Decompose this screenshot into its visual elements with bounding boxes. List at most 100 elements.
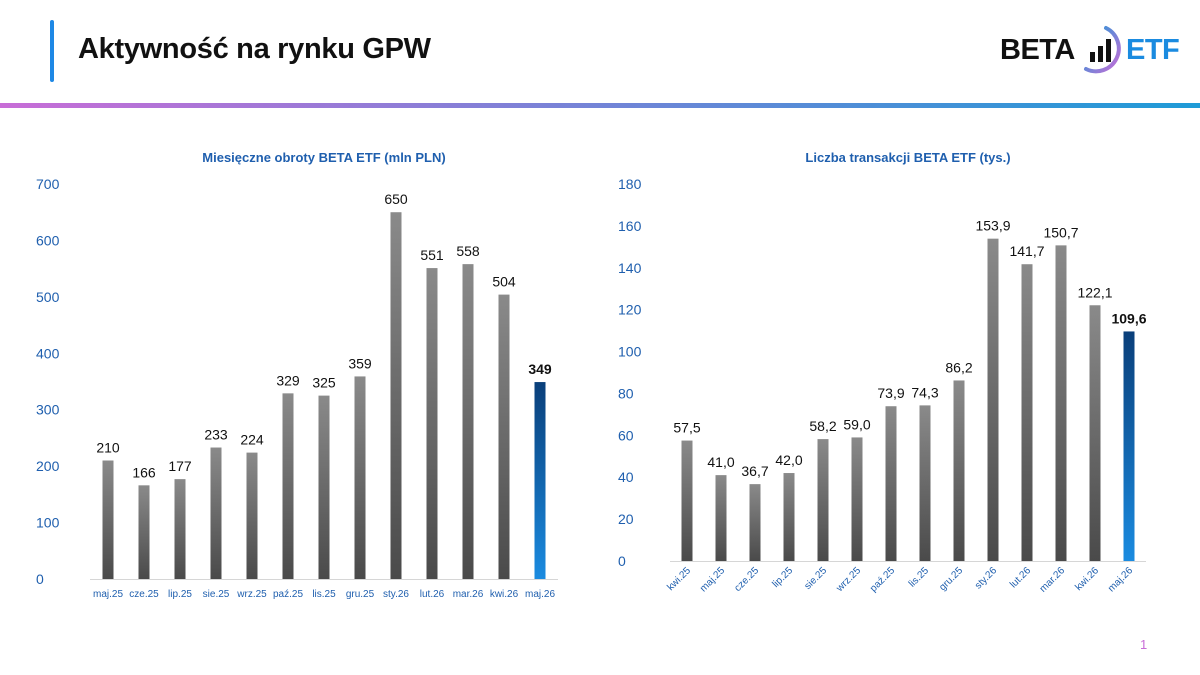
bar — [715, 475, 727, 561]
x-tick-label: paź.25 — [868, 565, 897, 594]
bar — [851, 437, 863, 561]
data-label: 210 — [96, 440, 120, 456]
y-tick-label: 300 — [36, 402, 60, 418]
bar-highlighted — [1123, 331, 1135, 561]
page-number: 1 — [1140, 637, 1148, 652]
bar — [354, 376, 366, 579]
y-tick-label: 80 — [618, 385, 634, 401]
data-label: 558 — [456, 243, 480, 259]
bar — [174, 479, 186, 579]
bar — [426, 268, 438, 579]
x-tick-label: sty.26 — [383, 589, 409, 600]
x-tick-label: mar.26 — [453, 589, 484, 600]
bar — [390, 212, 402, 579]
x-tick-label: cze.25 — [733, 565, 762, 594]
x-tick-label: maj.25 — [698, 565, 727, 594]
x-tick-label: mar.26 — [1038, 565, 1068, 595]
data-label: 57,5 — [673, 420, 700, 436]
data-label: 122,1 — [1077, 284, 1112, 300]
logo-text-etf: ETF — [1126, 34, 1180, 66]
data-label: 73,9 — [877, 385, 904, 401]
title-accent-bar — [50, 20, 54, 82]
data-label: 74,3 — [911, 384, 938, 400]
chart-title: Liczba transakcji BETA ETF (tys.) — [805, 150, 1010, 165]
y-tick-label: 60 — [618, 427, 634, 443]
bar — [817, 439, 829, 561]
header-divider — [0, 103, 1200, 108]
x-tick-label: sie.25 — [203, 589, 230, 600]
data-label: 325 — [312, 375, 336, 391]
data-label: 36,7 — [741, 463, 768, 479]
data-label: 86,2 — [945, 359, 972, 375]
x-tick-label: maj.26 — [1106, 565, 1135, 594]
x-tick-label: lip.25 — [770, 565, 795, 590]
bar — [498, 294, 510, 579]
y-tick-label: 140 — [618, 260, 642, 276]
data-label: 42,0 — [775, 452, 802, 468]
x-tick-label: wrz.25 — [236, 589, 267, 600]
data-label: 153,9 — [975, 218, 1010, 234]
bar — [1055, 245, 1067, 561]
x-tick-label: kwi.25 — [665, 565, 693, 593]
x-tick-label: lis.25 — [907, 565, 932, 590]
y-tick-label: 40 — [618, 469, 634, 485]
chart-transaction-count-svg: Liczba transakcji BETA ETF (tys.) 0 20 40 60… — [618, 150, 1147, 595]
data-label: 359 — [348, 355, 372, 371]
y-tick-label: 100 — [618, 344, 642, 360]
y-tick-label: 600 — [36, 232, 60, 248]
bar — [783, 473, 795, 561]
y-tick-label: 400 — [36, 345, 60, 361]
y-tick-label: 180 — [618, 176, 642, 192]
y-tick-label: 700 — [36, 176, 60, 192]
chart-transaction-count: Liczba transakcji BETA ETF (tys.) 0 20 40 60… — [615, 140, 1170, 615]
bar — [681, 440, 693, 561]
bar — [749, 484, 761, 561]
chart-monthly-turnover-svg: Miesięczne obroty BETA ETF (mln PLN) 0 100… — [36, 150, 558, 600]
y-tick-label: 100 — [36, 515, 60, 531]
y-tick-label: 0 — [618, 553, 626, 569]
logo-bars-icon — [1084, 26, 1121, 74]
x-tick-label: lut.26 — [1008, 565, 1033, 590]
x-tick-label: lis.25 — [312, 589, 336, 600]
bar — [246, 452, 258, 579]
data-label: 41,0 — [707, 454, 734, 470]
x-tick-label: paź.25 — [273, 589, 303, 600]
x-tick-label: sty.26 — [973, 565, 999, 591]
logo-text-beta: BETA — [1000, 34, 1075, 66]
y-tick-label: 20 — [618, 511, 634, 527]
y-tick-label: 160 — [618, 218, 642, 234]
x-tick-label: lip.25 — [168, 589, 192, 600]
bar — [462, 264, 474, 579]
x-tick-label: gru.25 — [937, 565, 965, 593]
y-tick-label: 120 — [618, 302, 642, 318]
bar — [1021, 264, 1033, 561]
data-label: 141,7 — [1009, 243, 1044, 259]
bar — [138, 485, 150, 579]
bar — [919, 405, 931, 561]
bar — [282, 393, 294, 579]
x-tick-label: kwi.26 — [1073, 565, 1101, 593]
data-label: 150,7 — [1043, 224, 1078, 240]
data-label: 551 — [420, 247, 444, 263]
y-tick-label: 200 — [36, 458, 60, 474]
data-label: 504 — [492, 274, 516, 290]
data-label: 58,2 — [809, 418, 836, 434]
data-label: 329 — [276, 372, 300, 388]
bar — [210, 447, 222, 579]
y-tick-label: 0 — [36, 571, 44, 587]
chart-title: Miesięczne obroty BETA ETF (mln PLN) — [202, 150, 445, 165]
data-label: 109,6 — [1111, 310, 1146, 326]
data-label: 224 — [240, 432, 264, 448]
x-tick-label: maj.26 — [525, 589, 555, 600]
data-label: 349 — [528, 361, 552, 377]
data-label: 233 — [204, 427, 228, 443]
data-label: 650 — [384, 191, 408, 207]
bar — [953, 380, 965, 561]
bar — [1089, 305, 1101, 561]
data-label: 166 — [132, 464, 156, 480]
bar — [102, 460, 114, 579]
data-label: 177 — [168, 458, 192, 474]
chart-monthly-turnover: Miesięczne obroty BETA ETF (mln PLN) 0 100… — [30, 140, 575, 615]
x-tick-label: sie.25 — [802, 565, 829, 592]
x-tick-label: kwi.26 — [490, 589, 519, 600]
